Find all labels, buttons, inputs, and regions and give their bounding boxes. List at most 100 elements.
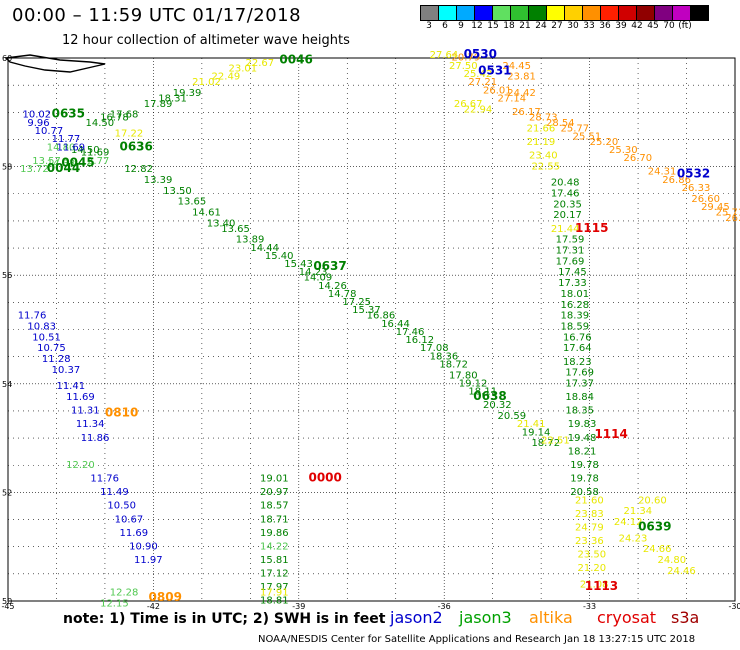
wave-height-label: 22.55 [531,161,560,172]
colorbar-label: 18 [503,21,515,31]
wave-height-label: 10.02 [23,110,52,121]
wave-height-label: 17.68 [110,110,139,121]
wave-height-label: 18.72 [439,360,468,371]
wave-height-label: 24.42 [507,88,536,99]
wave-height-label: 16.78 [100,112,129,123]
wave-height-label: 25.77 [561,123,590,134]
y-tick-label: 50 [2,597,12,606]
wave-height-label: 18.31 [158,93,187,104]
wave-height-label: 27.64 [430,50,459,61]
wave-height-label: 14.09 [304,273,333,284]
wave-height-label: 18.59 [561,322,590,333]
wave-height-label: 21.02 [192,77,221,88]
wave-height-label: 11.97 [134,555,163,566]
wave-height-label: 12.20 [66,460,95,471]
wave-height-label: 17.31 [556,245,585,256]
wave-height-label: 28.54 [546,118,575,129]
colorbar [420,5,709,21]
wave-height-label: 26.60 [691,194,720,205]
legend-s3a: s3a [671,608,700,627]
colorbar-label: 12 [471,21,483,31]
wave-height-label: 15.40 [265,251,294,262]
wave-height-label: 10.75 [37,343,66,354]
wave-height-label: 18.01 [561,289,590,300]
wave-height-label: 13.50 [163,186,192,197]
colorbar-label: 30 [567,21,579,31]
wave-height-label: 17.97 [260,582,289,593]
wave-height-label: 25.20 [590,137,619,148]
wave-height-label: 17.25 [342,297,371,308]
wave-height-label: 14.78 [328,289,357,300]
wave-height-label: 17.69 [556,256,585,267]
wave-height-label: 24.31 [648,167,677,178]
wave-height-label: 14.80 [47,142,76,153]
wave-height-label: 11.49 [100,487,129,498]
wave-height-label: 24.66 [643,544,672,555]
wave-height-label: 12.15 [100,598,129,609]
wave-height-label: 27.21 [468,77,497,88]
wave-height-label: 22.51 [541,436,570,447]
wave-height-label: 17.45 [558,267,587,278]
wave-height-label: 12.82 [124,164,153,175]
colorbar-label: 3 [426,21,432,31]
wave-height-label: 20.48 [551,178,580,189]
grid-lines [7,57,736,602]
pass-time-label: 0046 [279,52,312,66]
legend-cryosat: cryosat [597,608,657,627]
wave-height-label: 28.73 [529,112,558,123]
wave-height-label: 19.86 [260,528,289,539]
pass-time-label: 0809 [149,590,182,604]
colorbar-label: 42 [631,21,643,31]
wave-height-label: 19.83 [568,419,597,430]
wave-height-label: 23.50 [577,550,606,561]
wave-height-label: 17.46 [396,327,425,338]
wave-height-label: 10.51 [32,332,61,343]
wave-height-label: 17.22 [115,129,144,140]
wave-height-label: 22.94 [464,104,493,115]
wave-height-label: 20.79 [451,53,480,64]
wave-height-label: 15.81 [260,555,289,566]
wave-height-label: 10.90 [129,541,158,552]
wave-height-label: 18.57 [260,501,289,512]
colorbar-label: 33 [583,21,595,31]
wave-height-label: 17.37 [565,379,594,390]
wave-height-label: 18.21 [568,446,597,457]
wave-height-label: 17.12 [260,569,289,580]
wave-height-label: 19.12 [459,379,488,390]
wave-height-label: 25.30 [609,145,638,156]
wave-height-label: 17.08 [420,343,449,354]
wave-height-label: 20.32 [483,400,512,411]
wave-height-label: 26.17 [512,107,541,118]
wave-height-label: 20.97 [260,487,289,498]
pass-time-label: 0045 [61,156,94,170]
wave-height-label: 9.96 [27,118,49,129]
wave-height-label: 18.11 [468,387,497,398]
credit-line: NOAA/NESDIS Center for Satellite Applica… [258,634,696,645]
chart-subtitle: 12 hour collection of altimeter wave hei… [62,33,350,48]
wave-height-label: 23.01 [229,64,258,75]
wave-height-label: 17.64 [563,343,592,354]
wave-height-label: 18.23 [563,357,592,368]
pass-time-label: 0639 [638,519,671,533]
wave-height-label: 19.78 [570,474,599,485]
wave-height-label: 11.69 [81,148,110,159]
wave-height-label: 11.41 [56,381,85,392]
wave-height-label: 24.80 [657,555,686,566]
wave-height-label: 24.45 [502,61,531,72]
wave-height-label: 22.67 [245,58,274,69]
wave-height-label: 26.86 [662,175,691,186]
pass-time-label: 0532 [677,166,710,180]
colorbar-label: 21 [519,21,531,31]
colorbar-label: 6 [442,21,448,31]
wave-height-label: 21.44 [551,224,580,235]
wave-height-label: 11.76 [18,311,47,322]
wave-height-label: 24.12 [614,517,643,528]
wave-height-label: 18.72 [531,438,560,449]
colorbar-label: 45 [647,21,659,31]
wave-height-label: 24.79 [575,522,604,533]
colorbar-labels: 3 6 9 12 15 18 21 24 27 30 33 36 39 42 45 70 (ft) [421,21,693,31]
wave-height-label: 29.45 [701,202,730,213]
wave-height-label: 19.01 [260,474,289,485]
pass-time-label: 0531 [478,63,511,77]
